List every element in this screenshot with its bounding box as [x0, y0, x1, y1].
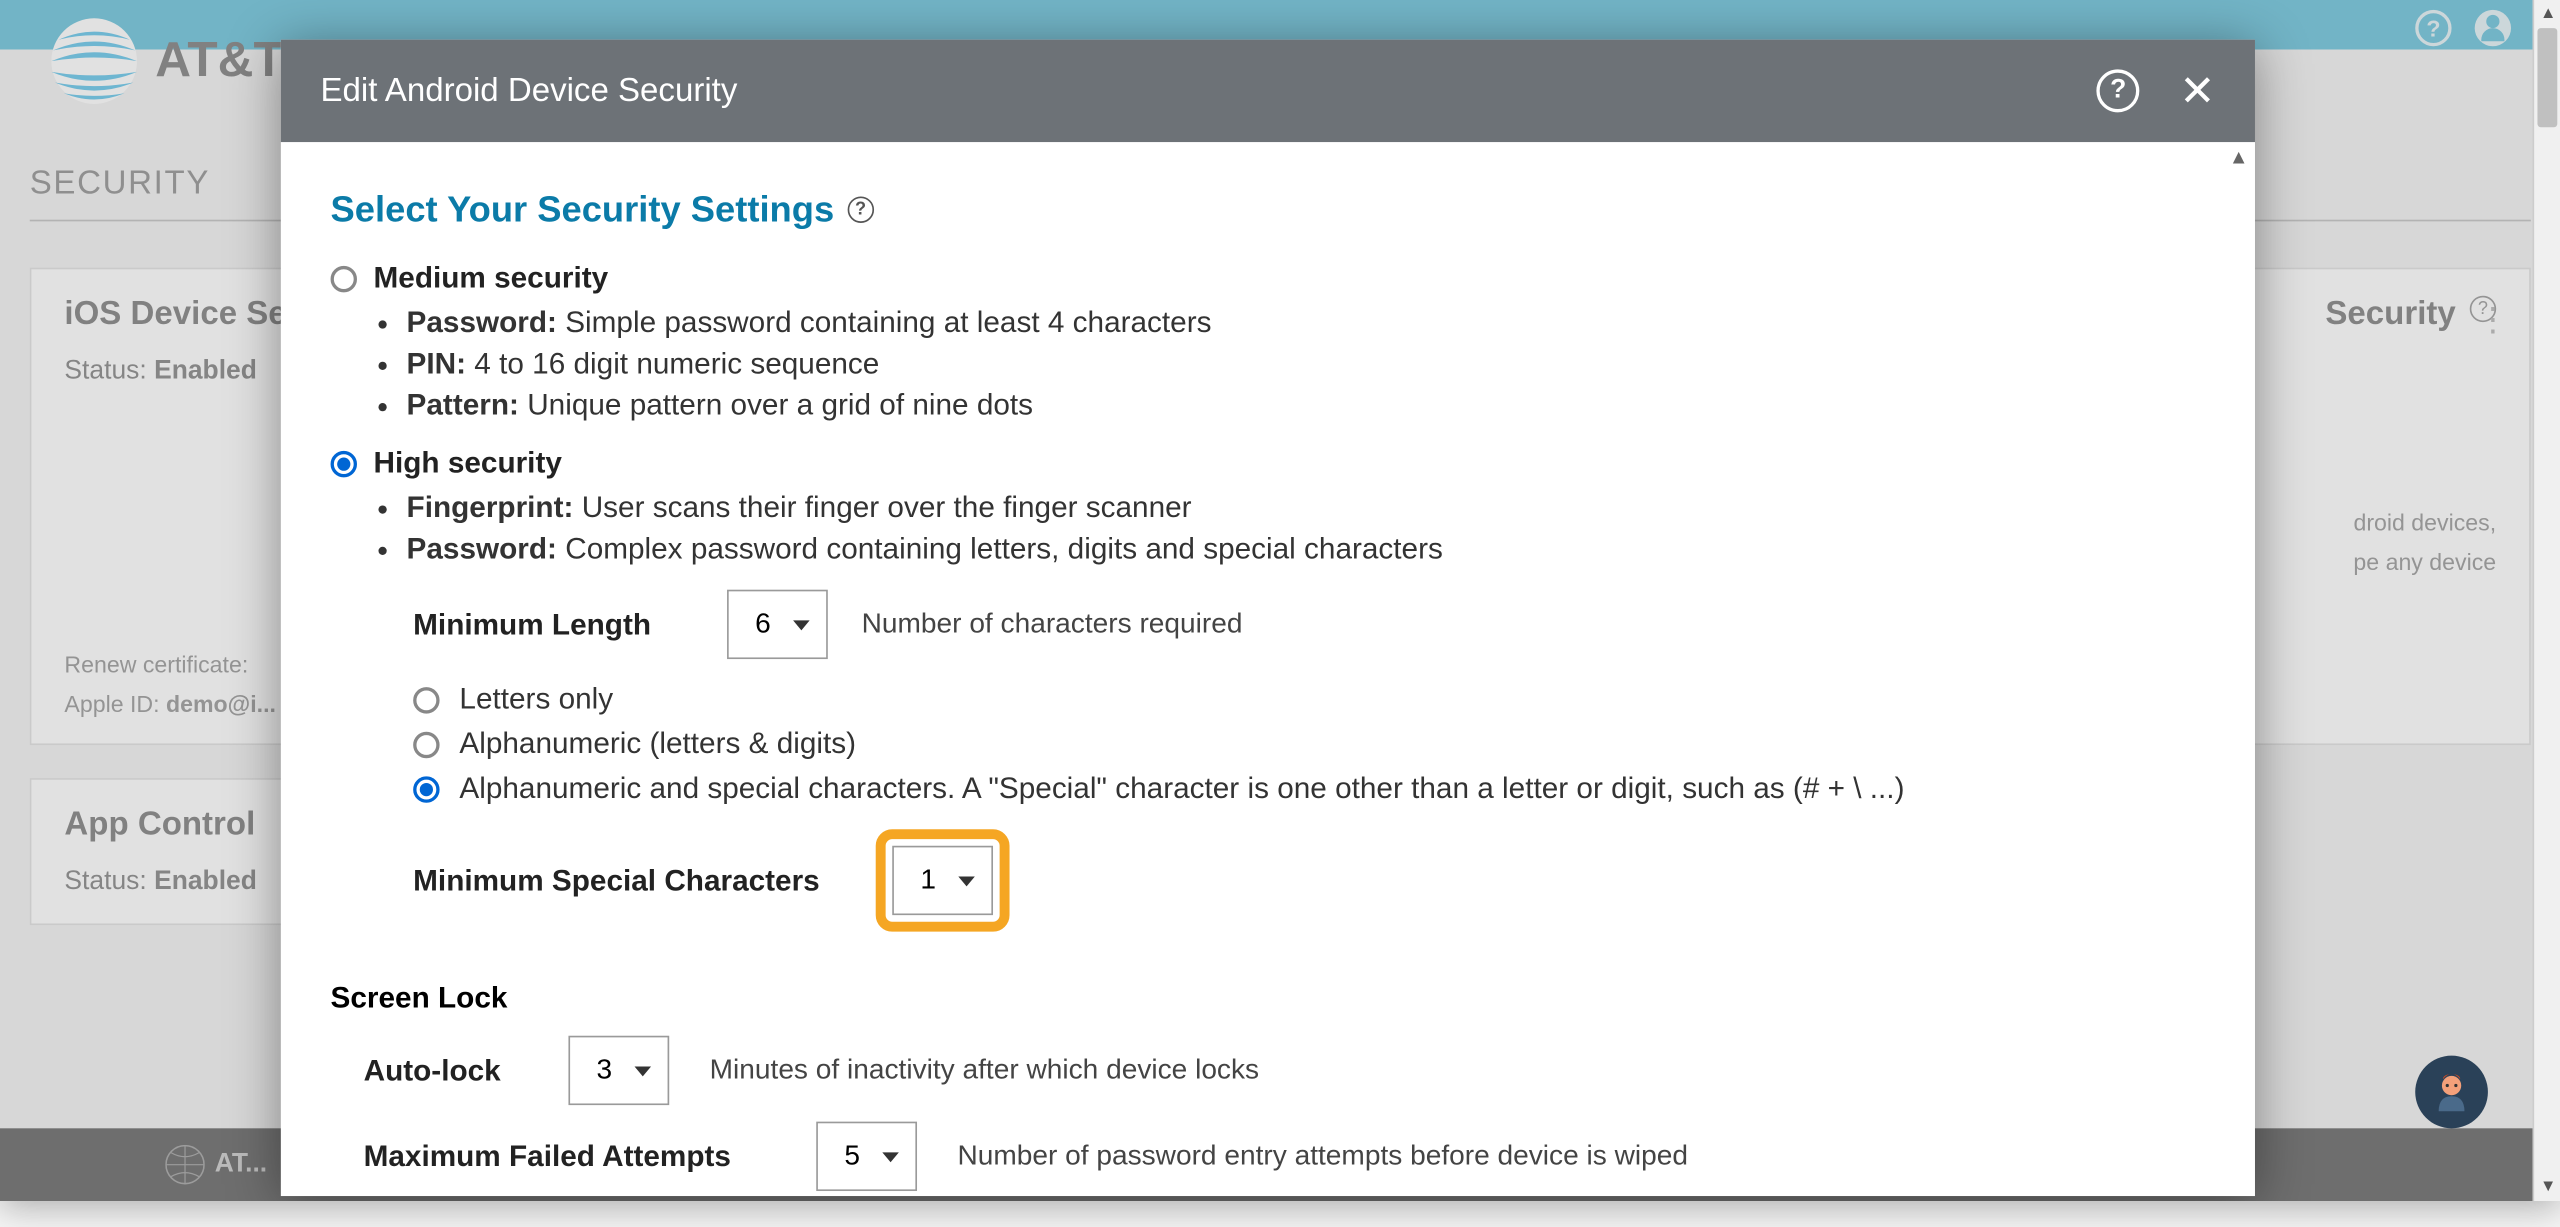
modal-title: Edit Android Device Security: [320, 72, 737, 110]
modal-help-icon[interactable]: ?: [2097, 69, 2140, 112]
radio-icon: [413, 731, 439, 757]
high-security-details: Fingerprint: User scans their finger ove…: [377, 491, 2206, 567]
modal-scroll-up-icon[interactable]: ▲: [2229, 145, 2249, 168]
min-length-row: Minimum Length 6 Number of characters re…: [413, 590, 2205, 659]
radio-label: High security: [373, 446, 561, 481]
scroll-up-icon[interactable]: ▲: [2534, 0, 2560, 28]
autolock-row: Auto-lock 3 Minutes of inactivity after …: [363, 1036, 2205, 1105]
modal-header: Edit Android Device Security ? ✕: [281, 40, 2255, 142]
maxfail-row: Maximum Failed Attempts 5 Number of pass…: [363, 1122, 2205, 1191]
highlight-min-special: 1: [876, 829, 1011, 931]
app-viewport: ? AT&T SECURITY iOS Device Security Stat…: [0, 0, 2560, 1201]
scroll-down-icon[interactable]: ▼: [2534, 1173, 2560, 1201]
radio-icon: [413, 776, 439, 802]
radio-label: Medium security: [373, 261, 608, 296]
autolock-hint: Minutes of inactivity after which device…: [709, 1054, 1258, 1087]
min-length-label: Minimum Length: [413, 607, 694, 642]
radio-letters-only[interactable]: Letters only: [413, 682, 2205, 717]
min-length-hint: Number of characters required: [861, 608, 1242, 641]
autolock-select[interactable]: 3: [568, 1036, 670, 1105]
maxfail-label: Maximum Failed Attempts: [363, 1139, 776, 1174]
radio-alphanumeric-special[interactable]: Alphanumeric and special characters. A "…: [413, 771, 2205, 806]
edit-android-security-modal: Edit Android Device Security ? ✕ ▲ Selec…: [281, 40, 2255, 1196]
scroll-thumb[interactable]: [2537, 28, 2557, 127]
min-special-row: Minimum Special Characters 1: [413, 829, 2205, 931]
radio-icon: [330, 450, 356, 476]
medium-security-details: Password: Simple password containing at …: [377, 306, 2206, 423]
radio-medium-security[interactable]: Medium security: [330, 261, 2205, 296]
radio-alphanumeric[interactable]: Alphanumeric (letters & digits): [413, 727, 2205, 762]
radio-icon: [413, 686, 439, 712]
settings-help-icon[interactable]: ?: [847, 197, 873, 223]
radio-label: Letters only: [459, 682, 613, 717]
page-scrollbar[interactable]: ▲ ▼: [2533, 0, 2560, 1201]
support-avatar-icon[interactable]: [2415, 1056, 2488, 1129]
min-special-label: Minimum Special Characters: [413, 863, 843, 898]
radio-high-security[interactable]: High security: [330, 446, 2205, 481]
settings-heading: Select Your Security Settings ?: [330, 188, 2205, 231]
modal-close-icon[interactable]: ✕: [2179, 69, 2215, 112]
min-special-select[interactable]: 1: [892, 846, 994, 915]
radio-label: Alphanumeric (letters & digits): [459, 727, 856, 762]
maxfail-hint: Number of password entry attempts before…: [957, 1140, 1688, 1173]
modal-body: ▲ Select Your Security Settings ? Medium…: [281, 142, 2255, 1196]
radio-label: Alphanumeric and special characters. A "…: [459, 771, 1904, 806]
autolock-label: Auto-lock: [363, 1053, 528, 1088]
maxfail-select[interactable]: 5: [816, 1122, 918, 1191]
radio-icon: [330, 265, 356, 291]
screen-lock-heading: Screen Lock: [330, 981, 2205, 1016]
min-length-select[interactable]: 6: [727, 590, 829, 659]
